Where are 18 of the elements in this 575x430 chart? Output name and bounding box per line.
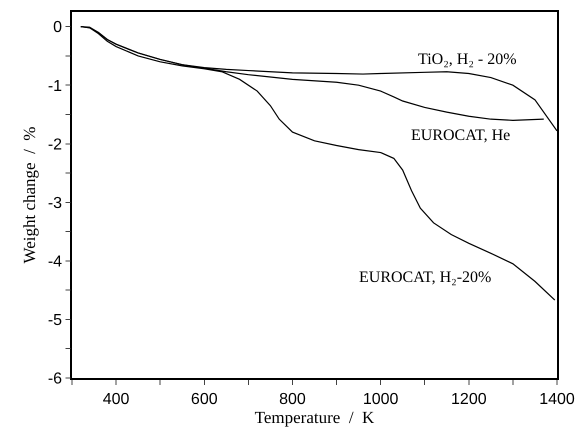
x-tick-label: 400 bbox=[102, 390, 130, 408]
x-tick-label: 1400 bbox=[539, 390, 575, 408]
y-tick-label: 0 bbox=[53, 19, 62, 36]
y-tick-label: -2 bbox=[48, 136, 62, 154]
x-tick-label: 800 bbox=[279, 390, 306, 408]
x-axis-title: Temperature / K bbox=[254, 408, 376, 427]
x-tick-label: 1200 bbox=[451, 390, 487, 408]
x-tick-label: 600 bbox=[190, 390, 218, 408]
y-axis-title: Weight change / % bbox=[20, 126, 39, 264]
y-tick-label: -5 bbox=[48, 312, 62, 330]
y-tick-label: -6 bbox=[48, 370, 62, 388]
series-label: EUROCAT, H₂-20% bbox=[359, 269, 492, 286]
y-tick-label: -3 bbox=[48, 194, 62, 212]
y-tick-label: -4 bbox=[48, 253, 62, 270]
x-tick-label: 1000 bbox=[362, 390, 399, 408]
series-label: TiO₂, H₂ - 20% bbox=[418, 51, 517, 68]
y-tick-label: -1 bbox=[48, 78, 62, 95]
series-label: EUROCAT, He bbox=[411, 127, 510, 144]
